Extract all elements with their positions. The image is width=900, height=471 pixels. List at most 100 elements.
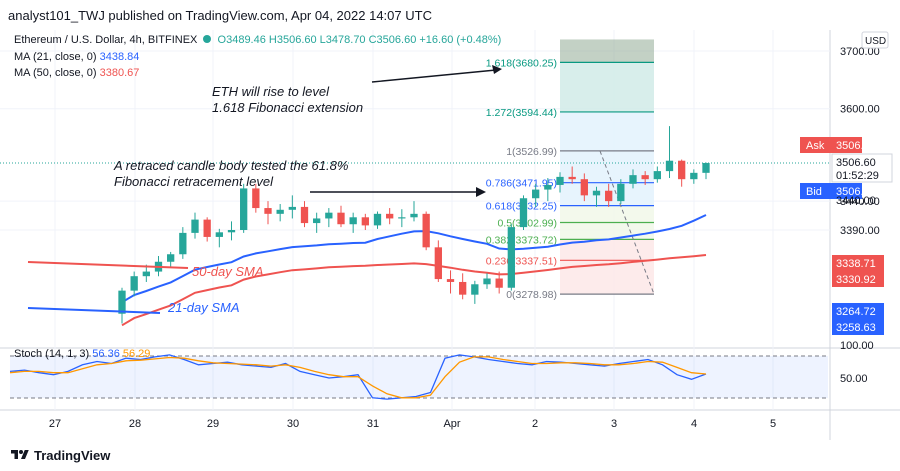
eth-rise-arrowhead [492,65,502,74]
retraced-annotation-line2[interactable]: Fibonacci retracement level [114,174,274,189]
ma21-tag-a-value: 3264.72 [836,306,876,318]
ma21-value: 3438.84 [99,51,140,63]
eth-rise-arrow [371,69,497,83]
candle-body [459,281,467,295]
candle-body [641,175,649,180]
sma50-drawn-line[interactable] [27,261,189,269]
price-tick-label: 3440.00 [840,196,880,208]
time-tick-label: 5 [770,418,776,430]
bid-label: Bid [806,186,822,198]
candle-body [568,176,576,180]
eth-rise-annotation-line2[interactable]: 1.618 Fibonacci extension [212,100,363,115]
candle-body [471,284,479,295]
chart-area[interactable]: 1.618(3680.25) 1.272(3594.44) 1(3526.99) 0.… [0,30,900,440]
last-price-value: 3506.60 [836,157,876,169]
fib-level-label: 1.618(3680.25) [486,57,557,69]
price-pane[interactable] [0,30,830,348]
fib-trend-line [599,150,655,295]
candle-body [532,189,540,199]
fib-level-label: 1(3526.99) [506,146,557,158]
candle-body [665,160,674,172]
candle-body [678,160,686,180]
symbol-name: Ethereum / U.S. Dollar, 4h, BITFINEX [14,34,198,46]
eth-rise-annotation-line1[interactable]: ETH will rise to level [212,84,330,99]
ma50-legend[interactable]: MA (50, close, 0) 3380.67 [14,67,139,79]
sma21-drawn-line[interactable] [27,307,161,314]
ma21-label: MA (21, close, 0) [14,51,97,63]
stoch-band [10,356,828,398]
ma21-line [121,214,707,304]
stoch-legend[interactable]: Stoch (14, 1, 3) 56.36 56.29 [14,348,150,360]
candle-body [556,176,564,185]
currency-button[interactable] [861,31,889,49]
candle-body [276,209,284,214]
ma50-label: MA (50, close, 0) [14,67,97,79]
candle-body [313,218,321,224]
sma21-annotation[interactable]: 21-day SMA [167,300,240,315]
candle-body [410,213,418,218]
fib-top-zone [560,39,654,63]
time-tick-label: 29 [207,418,219,430]
price-tick-label: 3390.00 [840,225,880,237]
candle-body [592,190,601,196]
candle-body [142,271,150,277]
tradingview-wordmark: TradingView [34,448,111,463]
candle-body [130,276,138,291]
sma50-annotation[interactable]: 50-day SMA [192,264,264,279]
candle-body [215,232,223,237]
publish-info: analyst101_TWJ published on TradingView.… [8,8,432,23]
bar-countdown: 01:52:29 [836,170,879,182]
retraced-arrowhead [476,187,486,197]
candles [118,126,710,324]
ma50-tag-b [832,271,884,287]
time-tick-label: 2 [532,418,538,430]
candle-body [179,232,187,255]
fib-zone [560,222,654,240]
candle-body [495,278,503,288]
market-status-icon [203,35,212,43]
ma50-tag-a-value: 3338.71 [836,258,876,270]
candle-body [544,184,552,190]
time-tick-label: 30 [287,418,299,430]
candle-body [690,172,698,180]
candle-body [288,206,296,210]
candle-body [264,208,272,214]
ma50-tag-b-value: 3330.92 [836,274,876,286]
stoch-k-value: 56.36 [92,348,120,360]
fib-level-label: 0(3278.98) [506,289,557,301]
candle-body [519,198,528,228]
stoch-label: Stoch (14, 1, 3) [14,348,90,360]
ma21-tag-a [832,303,884,319]
fib-zone [560,62,654,112]
price-tick-label: 3600.00 [840,104,880,116]
ma50-value: 3380.67 [99,67,140,79]
time-tick-label: 3 [611,418,617,430]
candle-body [167,254,175,262]
candle-body [337,212,345,225]
time-tick-label: 4 [691,418,697,430]
grid [0,30,830,410]
fib-level-label: 0.5(3402.99) [497,217,557,229]
retraced-annotation-line1[interactable]: A retraced candle body tested the 61.8% [113,158,348,173]
ask-value: 3506.60 [836,140,876,152]
stoch-tick-label: 50.00 [840,373,868,385]
candle-body [605,190,613,202]
price-chart-svg[interactable]: 1.618(3680.25) 1.272(3594.44) 1(3526.99) 0.… [0,30,900,440]
stoch-tick-label: 100.00 [840,340,874,352]
fib-zone [560,205,654,223]
candle-body [203,219,211,237]
price-tick-label: 3700.00 [840,46,880,58]
symbol-legend[interactable]: Ethereum / U.S. Dollar, 4h, BITFINEX O34… [14,34,501,46]
candle-body [300,206,309,224]
ma50-tag-a [832,255,884,271]
candle-body [507,227,515,288]
tradingview-logo-icon [11,450,29,459]
candle-body [653,171,661,180]
fib-zone [560,239,654,261]
ma21-legend[interactable]: MA (21, close, 0) 3438.84 [14,51,139,63]
axes: 3390.00 3440.00 3600.00 3700.00 50.00 100.00 2… [49,46,880,430]
candle-body [434,247,442,280]
candle-body [227,230,236,233]
fib-level-label: 0.786(3471.95) [486,178,557,190]
stochastic-lines [9,354,707,400]
